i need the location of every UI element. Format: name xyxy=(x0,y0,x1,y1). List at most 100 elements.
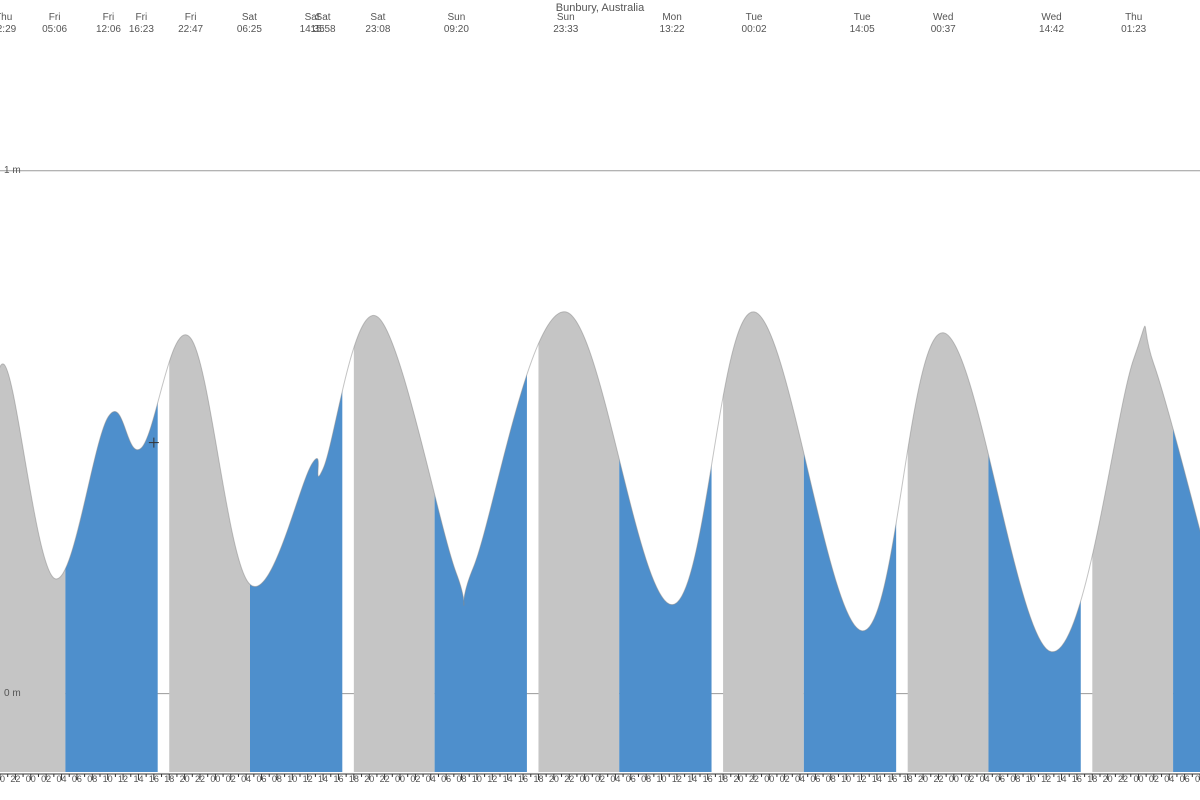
x-tick-label: 12 xyxy=(857,774,867,784)
x-tick-label: 00 xyxy=(210,774,220,784)
x-tick-label: 18 xyxy=(1087,774,1097,784)
x-tick-label: 08 xyxy=(1195,774,1200,784)
x-tick-label: 02 xyxy=(226,774,236,784)
tide-event-label: Mon13:22 xyxy=(660,12,685,36)
tide-event-label: Fri16:23 xyxy=(129,12,154,36)
x-tick-label: 04 xyxy=(241,774,251,784)
x-tick-label: 00 xyxy=(949,774,959,784)
x-tick-label: 10 xyxy=(657,774,667,784)
tide-event-label: Fri12:06 xyxy=(96,12,121,36)
x-tick-label: 06 xyxy=(810,774,820,784)
chart-svg xyxy=(0,0,1200,800)
tide-event-label: Tue14:05 xyxy=(850,12,875,36)
x-tick-label: 18 xyxy=(164,774,174,784)
x-tick-label: 04 xyxy=(426,774,436,784)
x-tick-label: 14 xyxy=(1057,774,1067,784)
x-tick-label: 06 xyxy=(626,774,636,784)
x-tick-label: 12 xyxy=(672,774,682,784)
x-tick-label: 10 xyxy=(287,774,297,784)
x-tick-label: 20 xyxy=(733,774,743,784)
x-tick-label: 08 xyxy=(272,774,282,784)
x-tick-label: 22 xyxy=(564,774,574,784)
x-tick-label: 08 xyxy=(1010,774,1020,784)
x-tick-label: 00 xyxy=(764,774,774,784)
x-tick-label: 14 xyxy=(503,774,513,784)
header-event-labels: Thu22:29 Fri05:06 Fri12:06 Fri16:23 Fri22:47… xyxy=(0,12,1200,40)
x-axis-labels: 20 22 00 02 04 06 08 10 12 14 16 18 20 22 00 02 04 06 08 10… xyxy=(0,774,1200,786)
x-tick-label: 08 xyxy=(457,774,467,784)
x-tick-label: 20 xyxy=(180,774,190,784)
x-tick-label: 06 xyxy=(72,774,82,784)
x-tick-label: 04 xyxy=(795,774,805,784)
x-tick-label: 18 xyxy=(349,774,359,784)
x-tick-label: 00 xyxy=(395,774,405,784)
x-tick-label: 02 xyxy=(780,774,790,784)
y-gridline-label: 1 m xyxy=(4,165,21,176)
x-tick-label: 00 xyxy=(580,774,590,784)
x-tick-label: 10 xyxy=(841,774,851,784)
x-tick-label: 12 xyxy=(118,774,128,784)
x-tick-label: 12 xyxy=(487,774,497,784)
x-tick-label: 04 xyxy=(610,774,620,784)
tide-event-label: Sun23:33 xyxy=(553,12,578,36)
x-tick-label: 14 xyxy=(872,774,882,784)
x-tick-label: 04 xyxy=(57,774,67,784)
x-tick-label: 02 xyxy=(410,774,420,784)
x-tick-label: 04 xyxy=(980,774,990,784)
x-tick-label: 14 xyxy=(318,774,328,784)
x-tick-label: 02 xyxy=(964,774,974,784)
tide-event-label: Wed00:37 xyxy=(931,12,956,36)
x-tick-label: 20 xyxy=(364,774,374,784)
x-tick-label: 00 xyxy=(1133,774,1143,784)
tide-event-label: Sat06:25 xyxy=(237,12,262,36)
tide-event-label: Sat15:58 xyxy=(311,12,336,36)
tide-event-label: Wed14:42 xyxy=(1039,12,1064,36)
x-tick-label: 16 xyxy=(703,774,713,784)
x-tick-label: 14 xyxy=(133,774,143,784)
x-tick-label: 10 xyxy=(1026,774,1036,784)
tide-event-label: Tue00:02 xyxy=(742,12,767,36)
x-tick-label: 12 xyxy=(303,774,313,784)
x-tick-label: 16 xyxy=(518,774,528,784)
x-tick-label: 22 xyxy=(933,774,943,784)
x-tick-label: 14 xyxy=(687,774,697,784)
x-tick-label: 18 xyxy=(718,774,728,784)
x-tick-label: 08 xyxy=(826,774,836,784)
x-tick-label: 18 xyxy=(533,774,543,784)
x-tick-label: 08 xyxy=(641,774,651,784)
x-tick-label: 02 xyxy=(595,774,605,784)
x-tick-label: 10 xyxy=(472,774,482,784)
x-tick-label: 06 xyxy=(1180,774,1190,784)
tide-event-label: Thu01:23 xyxy=(1121,12,1146,36)
x-tick-label: 10 xyxy=(103,774,113,784)
x-tick-label: 16 xyxy=(887,774,897,784)
x-tick-label: 16 xyxy=(149,774,159,784)
x-tick-label: 04 xyxy=(1164,774,1174,784)
x-tick-label: 02 xyxy=(41,774,51,784)
tide-event-label: Fri22:47 xyxy=(178,12,203,36)
x-tick-label: 20 xyxy=(0,774,5,784)
x-tick-label: 08 xyxy=(87,774,97,784)
x-tick-label: 16 xyxy=(333,774,343,784)
x-tick-label: 06 xyxy=(441,774,451,784)
x-tick-label: 22 xyxy=(10,774,20,784)
y-gridline-label: 0 m xyxy=(4,688,21,699)
tide-event-label: Fri05:06 xyxy=(42,12,67,36)
tide-event-label: Sun09:20 xyxy=(444,12,469,36)
tide-event-label: Thu22:29 xyxy=(0,12,16,36)
tide-chart: Bunbury, Australia Thu22:29Fri05:06Fri12… xyxy=(0,0,1200,800)
x-tick-label: 06 xyxy=(995,774,1005,784)
x-tick-label: 22 xyxy=(195,774,205,784)
x-tick-label: 16 xyxy=(1072,774,1082,784)
x-tick-label: 06 xyxy=(257,774,267,784)
x-tick-label: 22 xyxy=(380,774,390,784)
x-tick-label: 20 xyxy=(918,774,928,784)
x-tick-label: 18 xyxy=(903,774,913,784)
x-tick-label: 20 xyxy=(549,774,559,784)
x-tick-label: 22 xyxy=(749,774,759,784)
tide-event-label: Sat23:08 xyxy=(365,12,390,36)
x-tick-label: 12 xyxy=(1041,774,1051,784)
x-tick-label: 20 xyxy=(1103,774,1113,784)
x-tick-label: 00 xyxy=(26,774,36,784)
x-tick-label: 02 xyxy=(1149,774,1159,784)
